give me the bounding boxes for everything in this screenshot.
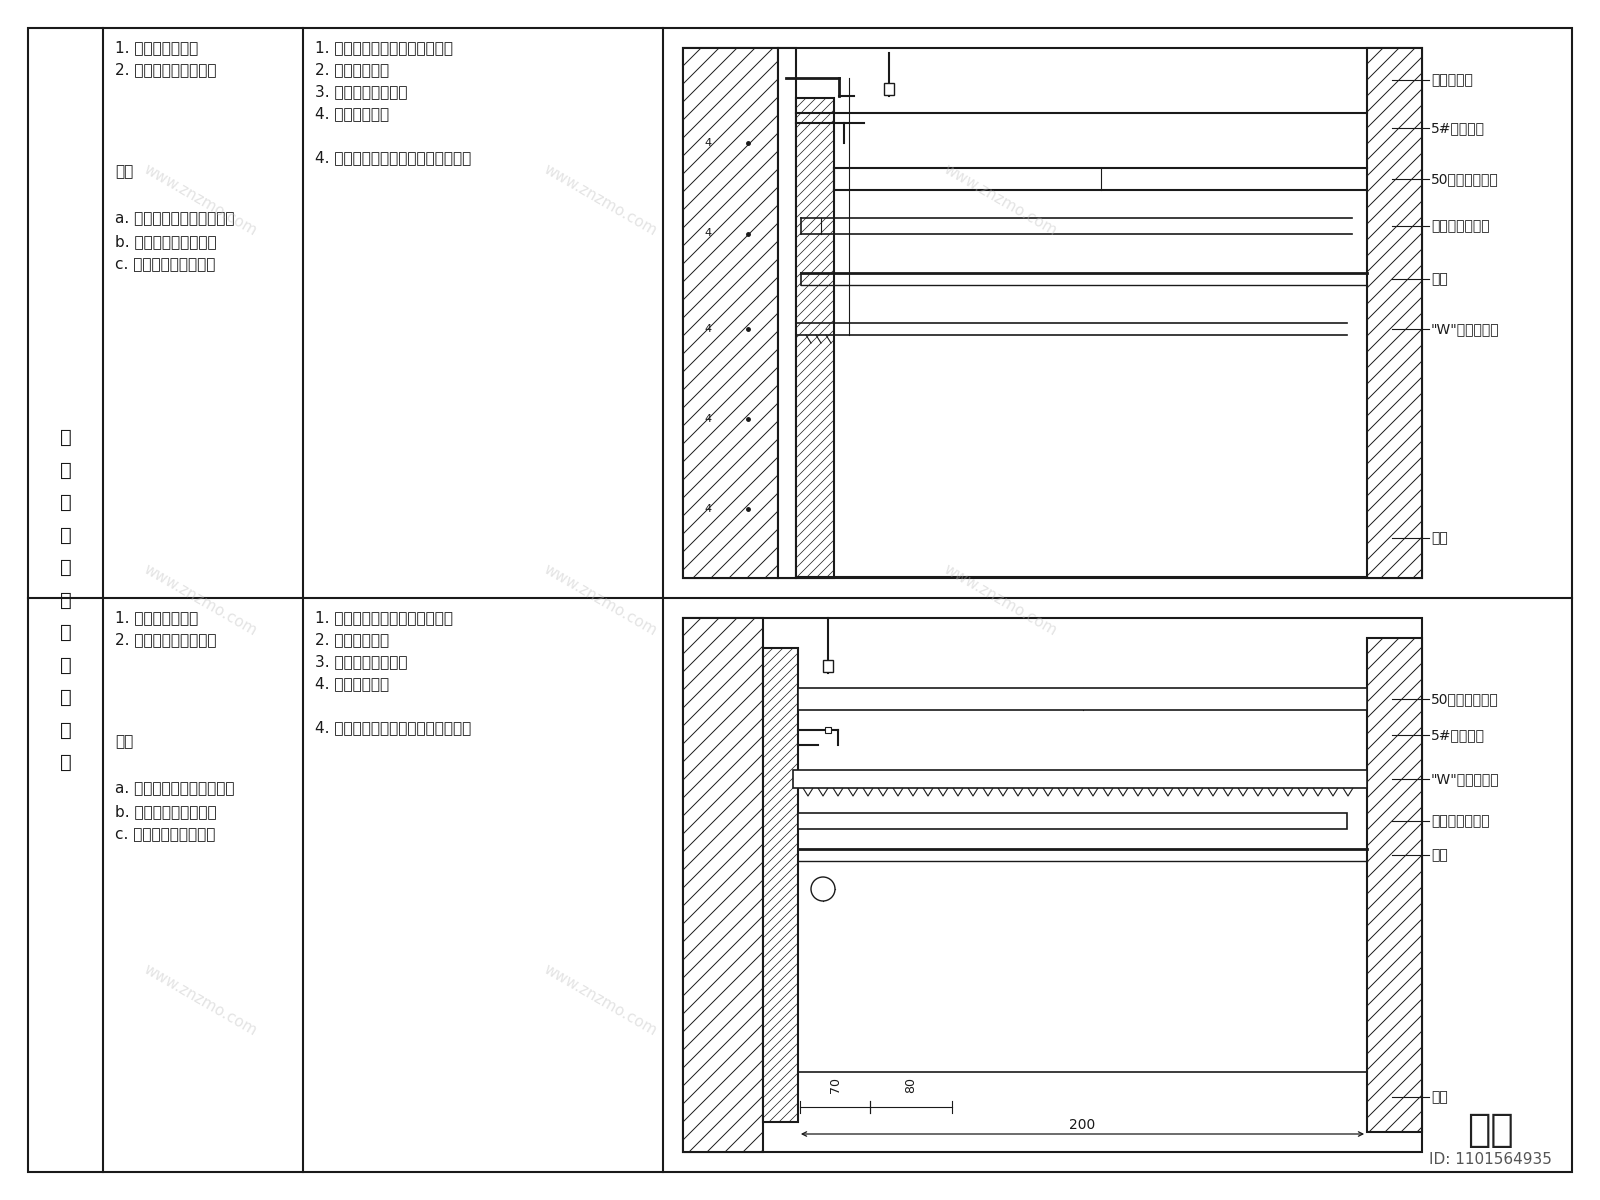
Bar — [683, 618, 1422, 1152]
Text: 知末: 知末 — [1467, 1111, 1514, 1150]
Text: 2. 墙面钢架安装: 2. 墙面钢架安装 — [315, 62, 389, 77]
Text: 1. 顶面造型放线，墙面造型放线: 1. 顶面造型放线，墙面造型放线 — [315, 40, 453, 55]
Text: 2. 墙面钢架安装: 2. 墙面钢架安装 — [315, 632, 389, 647]
Text: 2. 石材背景与顶面铝板: 2. 石材背景与顶面铝板 — [115, 632, 216, 647]
Bar — [797, 98, 834, 578]
Text: 4: 4 — [704, 414, 712, 424]
Text: 4: 4 — [704, 324, 712, 334]
Text: 3. 顶面轻钢龙骨安装: 3. 顶面轻钢龙骨安装 — [315, 84, 408, 98]
Circle shape — [811, 877, 835, 901]
Bar — [778, 48, 797, 578]
Text: 50系列轻钢龙骨: 50系列轻钢龙骨 — [1430, 692, 1499, 706]
Text: 铝板: 铝板 — [1430, 272, 1448, 286]
Bar — [794, 770, 1366, 788]
Text: 1. 石材与顶面铝板: 1. 石材与顶面铝板 — [115, 610, 198, 625]
Bar — [763, 648, 798, 1122]
Text: 200: 200 — [1069, 1118, 1096, 1132]
Text: 2. 石材背景与顶面铝板: 2. 石材背景与顶面铝板 — [115, 62, 216, 77]
Text: 4: 4 — [704, 504, 712, 514]
Text: 3. 顶面轻钢龙骨安装: 3. 顶面轻钢龙骨安装 — [315, 654, 408, 670]
Text: 5#镀锌角钢: 5#镀锌角钢 — [1430, 121, 1485, 134]
Text: www.znzmo.com: www.znzmo.com — [141, 961, 259, 1038]
Text: 4. 墙面石材安装: 4. 墙面石材安装 — [315, 106, 389, 121]
Text: ID: 1101564935: ID: 1101564935 — [1429, 1152, 1552, 1168]
Text: www.znzmo.com: www.znzmo.com — [941, 562, 1059, 638]
Text: 石材干挂件: 石材干挂件 — [1430, 73, 1474, 86]
Bar — [683, 618, 763, 1152]
Text: www.znzmo.com: www.znzmo.com — [541, 162, 659, 239]
Text: 铝板: 铝板 — [1430, 848, 1448, 862]
Bar — [798, 814, 1347, 829]
Text: 注：

a. 钢架基层与干挂件的配合
b. 对不同材质接缝完善
c. 对不同材质收口美观: 注： a. 钢架基层与干挂件的配合 b. 对不同材质接缝完善 c. 对不同材质收… — [115, 164, 235, 272]
Text: www.znzmo.com: www.znzmo.com — [541, 562, 659, 638]
Text: 50系列轻钢龙骨: 50系列轻钢龙骨 — [1430, 172, 1499, 186]
Text: 铝板专用副龙骨: 铝板专用副龙骨 — [1430, 814, 1490, 828]
Text: 注：

a. 钢架基层与干挂件的配合
b. 对不同材质接缝完善
c. 对不同材质收口美观: 注： a. 钢架基层与干挂件的配合 b. 对不同材质接缝完善 c. 对不同材质收… — [115, 734, 235, 842]
Text: www.znzmo.com: www.znzmo.com — [141, 562, 259, 638]
Text: 4. 顶面铝板安装，并用收边龙骨收边: 4. 顶面铝板安装，并用收边龙骨收边 — [315, 150, 472, 164]
Bar — [798, 688, 1366, 710]
Text: 石材: 石材 — [1430, 1090, 1448, 1104]
Bar — [1366, 48, 1422, 578]
Text: www.znzmo.com: www.znzmo.com — [141, 162, 259, 239]
Text: "W"型收边龙骨: "W"型收边龙骨 — [1430, 772, 1499, 786]
Bar — [1366, 638, 1422, 1132]
Text: 1. 石材与顶面铝板: 1. 石材与顶面铝板 — [115, 40, 198, 55]
Text: "W"型收边龙骨: "W"型收边龙骨 — [1430, 322, 1499, 336]
Bar — [683, 48, 1422, 578]
Text: 70: 70 — [829, 1078, 842, 1093]
Text: 墙
面
石
材
与
顶
面
铝
板
相
接: 墙 面 石 材 与 顶 面 铝 板 相 接 — [59, 428, 72, 772]
Bar — [826, 727, 830, 733]
Text: 石材: 石材 — [1430, 530, 1448, 545]
Text: www.znzmo.com: www.znzmo.com — [541, 961, 659, 1038]
Bar — [683, 48, 778, 578]
Bar — [822, 660, 834, 672]
Bar — [883, 83, 894, 95]
Text: 5#镀锌角钢: 5#镀锌角钢 — [1430, 728, 1485, 742]
Text: 4: 4 — [704, 228, 712, 239]
Text: 4. 墙面石材安装: 4. 墙面石材安装 — [315, 676, 389, 691]
Text: www.znzmo.com: www.znzmo.com — [941, 162, 1059, 239]
Text: 80: 80 — [904, 1078, 917, 1093]
Text: 4. 顶面铝板安装，并用收边龙骨收边: 4. 顶面铝板安装，并用收边龙骨收边 — [315, 720, 472, 734]
Text: 1. 顶面造型放线，墙面造型放线: 1. 顶面造型放线，墙面造型放线 — [315, 610, 453, 625]
Text: 铝板专用副龙骨: 铝板专用副龙骨 — [1430, 218, 1490, 233]
Text: 4: 4 — [704, 138, 712, 149]
